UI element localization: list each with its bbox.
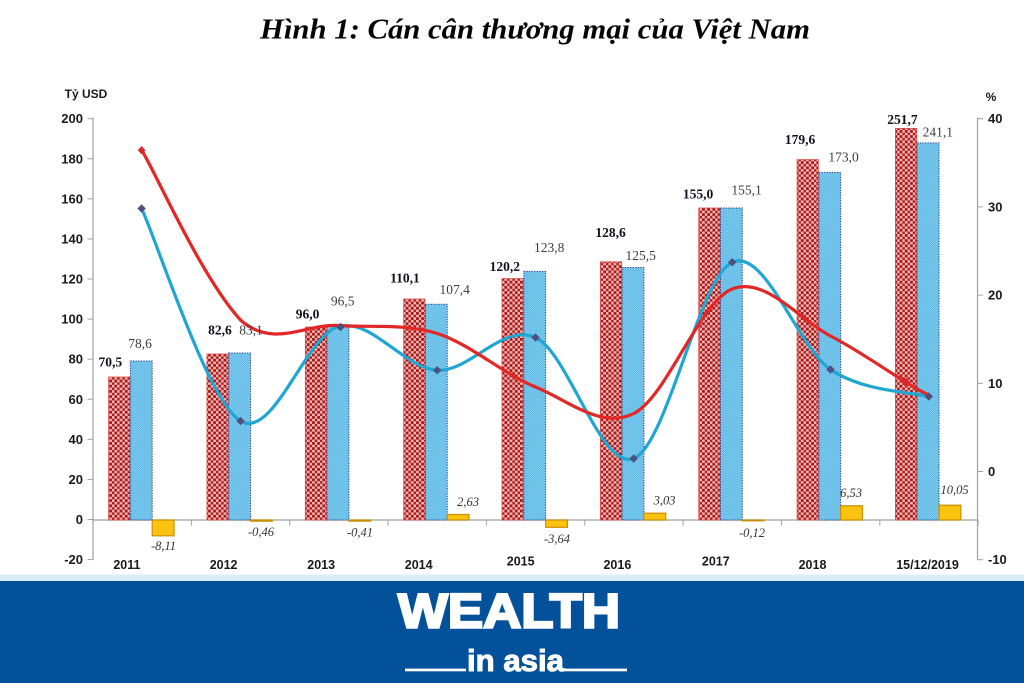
svg-text:173,0: 173,0 xyxy=(828,150,859,165)
svg-text:179,6: 179,6 xyxy=(785,132,816,147)
svg-text:80: 80 xyxy=(69,352,83,367)
svg-text:-0,41: -0,41 xyxy=(347,526,373,540)
svg-text:6,53: 6,53 xyxy=(840,486,862,500)
svg-text:2013: 2013 xyxy=(307,558,335,572)
svg-text:40: 40 xyxy=(988,111,1002,126)
svg-text:160: 160 xyxy=(61,191,83,206)
svg-text:0: 0 xyxy=(76,512,83,527)
svg-text:110,1: 110,1 xyxy=(390,271,420,286)
svg-text:200: 200 xyxy=(61,111,83,126)
svg-text:125,5: 125,5 xyxy=(626,248,657,263)
svg-text:WEALTH: WEALTH xyxy=(398,586,620,639)
svg-text:40: 40 xyxy=(69,432,83,447)
svg-text:-3,64: -3,64 xyxy=(544,532,570,546)
svg-text:120,2: 120,2 xyxy=(490,259,521,274)
svg-text:-0,12: -0,12 xyxy=(739,526,765,540)
svg-text:2018: 2018 xyxy=(799,558,827,572)
svg-text:2014: 2014 xyxy=(405,558,433,572)
svg-text:Hình 1: Cán cân thương mại của: Hình 1: Cán cân thương mại của Việt Nam xyxy=(259,15,810,46)
svg-text:0: 0 xyxy=(988,464,995,479)
svg-text:128,6: 128,6 xyxy=(595,225,626,240)
svg-text:82,6: 82,6 xyxy=(208,323,232,338)
svg-text:3,03: 3,03 xyxy=(653,494,676,508)
svg-text:2015: 2015 xyxy=(507,555,535,569)
svg-text:2016: 2016 xyxy=(603,558,631,572)
svg-text:83,1: 83,1 xyxy=(239,323,263,338)
svg-text:100: 100 xyxy=(61,312,83,327)
svg-text:120: 120 xyxy=(61,272,83,287)
svg-text:15/12/2019: 15/12/2019 xyxy=(896,558,959,572)
svg-text:30: 30 xyxy=(988,199,1002,214)
svg-text:140: 140 xyxy=(61,231,83,246)
svg-text:251,7: 251,7 xyxy=(887,112,918,127)
svg-text:-0,46: -0,46 xyxy=(248,525,275,539)
svg-text:155,1: 155,1 xyxy=(731,183,761,198)
svg-text:in asia: in asia xyxy=(467,643,565,678)
svg-text:2011: 2011 xyxy=(113,558,140,572)
svg-text:10,05: 10,05 xyxy=(940,483,968,497)
svg-text:70,5: 70,5 xyxy=(98,354,122,369)
svg-text:-8,11: -8,11 xyxy=(151,539,176,553)
svg-text:20: 20 xyxy=(988,288,1002,303)
svg-text:20: 20 xyxy=(69,472,83,487)
svg-text:2017: 2017 xyxy=(702,555,730,569)
svg-text:2012: 2012 xyxy=(210,558,238,572)
svg-text:-20: -20 xyxy=(64,552,83,567)
svg-text:2,63: 2,63 xyxy=(457,495,479,509)
svg-text:Tỷ USD: Tỷ USD xyxy=(65,87,108,101)
svg-text:%: % xyxy=(986,90,997,104)
svg-text:10: 10 xyxy=(988,376,1002,391)
svg-text:96,0: 96,0 xyxy=(296,307,320,322)
svg-text:-10: -10 xyxy=(988,552,1007,567)
svg-text:60: 60 xyxy=(69,392,83,407)
svg-text:155,0: 155,0 xyxy=(683,187,714,202)
svg-text:180: 180 xyxy=(61,151,83,166)
svg-text:78,6: 78,6 xyxy=(128,336,152,351)
svg-text:123,8: 123,8 xyxy=(534,240,565,255)
svg-text:107,4: 107,4 xyxy=(440,282,471,297)
svg-text:241,1: 241,1 xyxy=(923,125,953,140)
svg-text:96,5: 96,5 xyxy=(331,293,355,308)
